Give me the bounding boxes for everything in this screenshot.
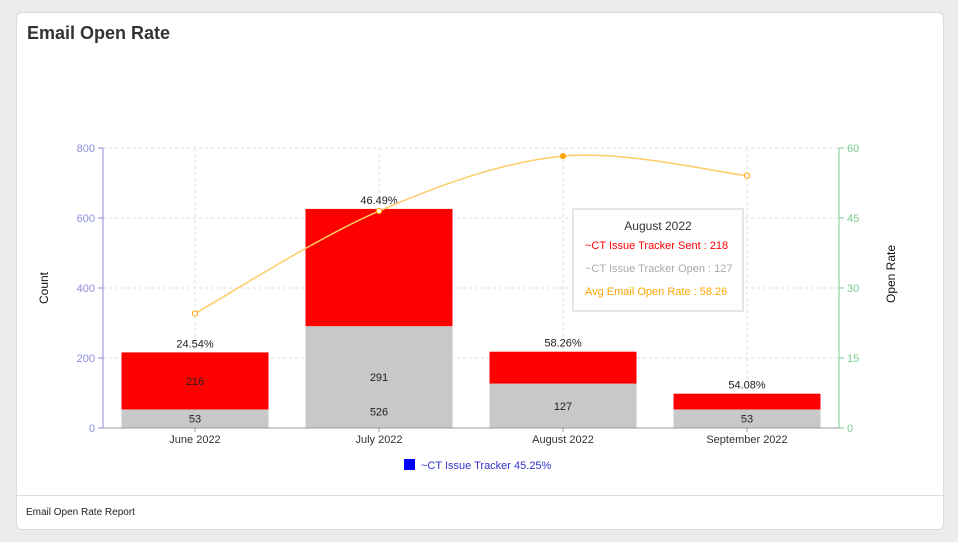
- rate-label: 46.49%: [360, 195, 398, 207]
- y-axis-title: Count: [37, 271, 51, 304]
- bar-open[interactable]: [305, 326, 453, 428]
- chart-svg: 53 216 24.54% 291 526 46.49% 127 58.26% 53 54.08%…: [37, 143, 898, 472]
- bar-sent[interactable]: [121, 352, 269, 410]
- open-rate-point[interactable]: [191, 310, 199, 317]
- rate-label: 54.08%: [728, 380, 766, 392]
- chart-card: Email Open Rate 53 216 24.54% 291 526 46.49% 1…: [16, 12, 944, 530]
- open-rate-line: [194, 154, 748, 315]
- rate-label: 58.26%: [544, 338, 582, 350]
- left-tick-label: 0: [89, 423, 95, 435]
- tooltip-open: ~CT Issue Tracker Open : 127: [585, 263, 732, 275]
- left-tick-label: 600: [77, 213, 95, 225]
- open-rate-point[interactable]: [559, 153, 567, 160]
- bar-open-label: 291: [370, 372, 388, 384]
- left-tick-label: 800: [77, 143, 95, 155]
- tooltip-sent: ~CT Issue Tracker Sent : 218: [585, 240, 728, 252]
- tooltip-avg: Avg Email Open Rate : 58.26: [585, 286, 727, 298]
- card-footer: Email Open Rate Report: [17, 495, 943, 529]
- left-tick-label: 400: [77, 283, 95, 295]
- bar-open-label: 53: [741, 414, 753, 426]
- y2-axis-title: Open Rate: [884, 245, 898, 303]
- x-tick-label: June 2022: [169, 434, 220, 446]
- footer-text: Email Open Rate Report: [26, 507, 135, 518]
- bar-open[interactable]: [673, 409, 821, 428]
- x-tick-label: August 2022: [532, 434, 594, 446]
- right-tick-label: 30: [847, 283, 859, 295]
- right-tick-label: 60: [847, 143, 859, 155]
- bar-sent-label: 526: [370, 407, 388, 419]
- right-tick-label: 45: [847, 213, 859, 225]
- bar-open-label: 127: [554, 401, 572, 413]
- bar-sent[interactable]: [305, 208, 453, 327]
- left-tick-label: 200: [77, 353, 95, 365]
- bar-sent[interactable]: [673, 393, 821, 410]
- right-tick-label: 15: [847, 353, 859, 365]
- open-rate-point[interactable]: [743, 172, 751, 179]
- legend-label: ~CT Issue Tracker 45.25%: [421, 460, 552, 472]
- bar-open[interactable]: [121, 409, 269, 428]
- legend-swatch[interactable]: [404, 459, 415, 470]
- bar-sent[interactable]: [489, 351, 637, 384]
- card-title: Email Open Rate: [27, 23, 171, 43]
- bar-open-label: 53: [189, 414, 201, 426]
- bar-sent-label: 216: [186, 376, 204, 388]
- open-rate-point[interactable]: [375, 207, 383, 215]
- tooltip-title: August 2022: [624, 219, 692, 233]
- x-tick-label: September 2022: [706, 434, 787, 446]
- bar-open[interactable]: [489, 383, 637, 428]
- rate-label: 24.54%: [176, 338, 214, 350]
- x-tick-label: July 2022: [355, 434, 402, 446]
- tooltip-box: [572, 208, 744, 312]
- right-tick-label: 0: [847, 423, 853, 435]
